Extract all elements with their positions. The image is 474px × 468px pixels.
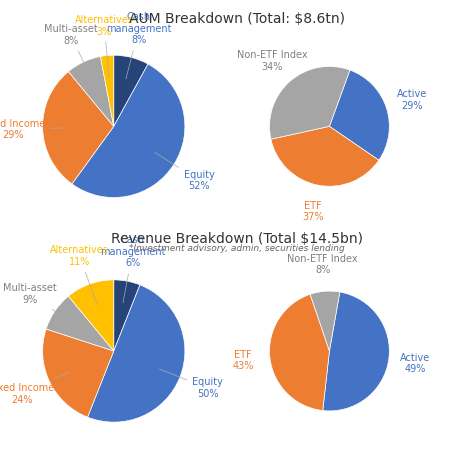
Text: Cash
management
6%: Cash management 6% xyxy=(100,235,165,303)
Wedge shape xyxy=(88,285,185,422)
Text: Alternatives
11%: Alternatives 11% xyxy=(50,245,109,305)
Wedge shape xyxy=(68,57,114,126)
Text: Active
49%: Active 49% xyxy=(400,352,430,374)
Text: Non-ETF Index
34%: Non-ETF Index 34% xyxy=(237,50,308,72)
Wedge shape xyxy=(43,329,114,417)
Text: *Investment advisory, admin, securities lending: *Investment advisory, admin, securities … xyxy=(129,244,345,253)
Text: Fixed Income
29%: Fixed Income 29% xyxy=(0,119,65,140)
Text: Cash
management
8%: Cash management 8% xyxy=(106,12,172,79)
Wedge shape xyxy=(270,66,350,139)
Text: Active
29%: Active 29% xyxy=(397,89,427,110)
Text: Fixed Income
24%: Fixed Income 24% xyxy=(0,372,69,405)
Wedge shape xyxy=(114,55,148,126)
Wedge shape xyxy=(100,55,114,126)
Text: Non-ETF Index
8%: Non-ETF Index 8% xyxy=(287,254,358,275)
Wedge shape xyxy=(68,280,114,351)
Text: ETF
37%: ETF 37% xyxy=(302,201,324,222)
Text: Multi-asset
9%: Multi-asset 9% xyxy=(3,284,73,323)
Text: AUM Breakdown (Total: $8.6tn): AUM Breakdown (Total: $8.6tn) xyxy=(129,12,345,26)
Wedge shape xyxy=(270,294,329,410)
Wedge shape xyxy=(271,126,379,186)
Text: Multi-asset
8%: Multi-asset 8% xyxy=(44,24,98,82)
Wedge shape xyxy=(72,64,185,197)
Wedge shape xyxy=(329,70,389,160)
Text: ETF
43%: ETF 43% xyxy=(232,350,254,371)
Wedge shape xyxy=(46,296,114,351)
Wedge shape xyxy=(114,280,140,351)
Text: Equity
52%: Equity 52% xyxy=(155,153,215,191)
Wedge shape xyxy=(323,292,389,411)
Text: Equity
50%: Equity 50% xyxy=(159,369,223,399)
Wedge shape xyxy=(310,291,340,351)
Text: Alternatives
3%: Alternatives 3% xyxy=(75,15,134,78)
Wedge shape xyxy=(43,72,114,184)
Text: Revenue Breakdown (Total $14.5bn): Revenue Breakdown (Total $14.5bn) xyxy=(111,232,363,246)
